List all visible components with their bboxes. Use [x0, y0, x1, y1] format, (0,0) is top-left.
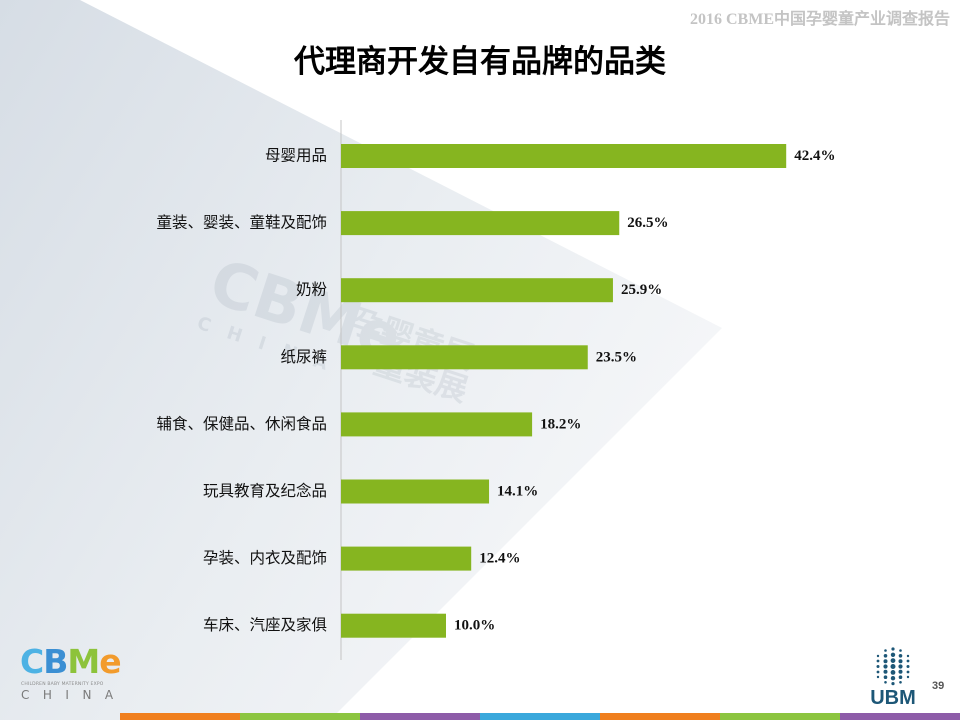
report-header-title: 2016 CBME中国孕婴童产业调查报告 — [689, 11, 950, 28]
bar-5 — [341, 412, 533, 437]
cbme-letter-m: M — [67, 642, 100, 681]
value-label-6: 14.1% — [497, 484, 538, 500]
bar-4 — [341, 345, 588, 370]
value-label-8: 10.0% — [454, 618, 495, 634]
footer-stripe-segment — [480, 713, 600, 720]
bar-series: 母婴用品 42.4% 童装、婴装、童鞋及配饰 26.5% 奶粉 25.9% 纸尿裤 23.5%… — [156, 144, 835, 638]
category-label-3: 奶粉 — [296, 281, 327, 299]
value-label-1: 42.4% — [794, 148, 835, 164]
cbme-letter-c: C — [20, 642, 44, 681]
cbme-logo-wordmark: CBMe — [20, 642, 122, 681]
chart-title: 代理商开发自有品牌的品类 — [294, 44, 666, 79]
footer-stripe-segment — [720, 713, 840, 720]
category-label-1: 母婴用品 — [265, 148, 327, 165]
cbme-logo: CBMe CHILDREN BABY MATERNITY EXPO CHINA — [18, 642, 122, 704]
category-label-8: 车床、汽座及家俱 — [203, 616, 327, 634]
value-label-4: 23.5% — [596, 349, 637, 365]
footer-color-stripe — [120, 713, 960, 720]
bar-chart: 母婴用品 42.4% 童装、婴装、童鞋及配饰 26.5% 奶粉 25.9% 纸尿裤 23.5%… — [156, 120, 835, 660]
cbme-letter-b: B — [43, 642, 68, 681]
bar-1 — [341, 144, 787, 168]
value-label-2: 26.5% — [627, 215, 668, 231]
bar-2 — [341, 211, 620, 236]
category-label-4: 纸尿裤 — [280, 348, 327, 366]
page-number: 39 — [932, 680, 945, 692]
bar-6 — [341, 479, 490, 504]
bar-8 — [341, 613, 446, 638]
category-label-7: 孕装、内衣及配饰 — [203, 549, 327, 567]
footer-stripe-segment — [840, 713, 960, 720]
footer-stripe-segment — [120, 713, 240, 720]
cbme-letter-e: e — [99, 642, 121, 681]
footer-stripe-segment — [360, 713, 480, 720]
value-label-3: 25.9% — [621, 282, 662, 298]
category-label-5: 辅食、保健品、休闲食品 — [156, 415, 327, 433]
footer-stripe-segment — [240, 713, 360, 720]
cbme-logo-subtitle: CHINA — [21, 688, 127, 702]
ubm-logo-wordmark: UBM — [870, 687, 916, 709]
value-label-7: 12.4% — [479, 551, 520, 567]
category-label-2: 童装、婴装、童鞋及配饰 — [156, 213, 327, 232]
category-label-6: 玩具教育及纪念品 — [203, 481, 327, 500]
bar-3 — [341, 278, 613, 303]
ubm-dots-icon — [876, 647, 910, 686]
footer-stripe-segment — [600, 713, 720, 720]
cbme-logo-tagline: CHILDREN BABY MATERNITY EXPO — [21, 682, 104, 687]
bar-7 — [341, 546, 472, 571]
value-label-5: 18.2% — [540, 416, 581, 432]
ubm-logo: UBM — [862, 644, 924, 710]
